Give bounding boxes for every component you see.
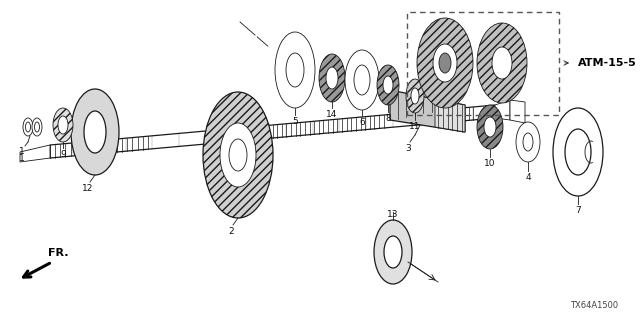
- Ellipse shape: [32, 118, 42, 136]
- Ellipse shape: [439, 53, 451, 73]
- Polygon shape: [435, 100, 465, 132]
- Ellipse shape: [523, 133, 533, 151]
- Ellipse shape: [220, 123, 256, 187]
- Text: 13: 13: [387, 210, 399, 219]
- Ellipse shape: [71, 89, 119, 175]
- Ellipse shape: [58, 116, 68, 134]
- Text: 10: 10: [484, 159, 496, 168]
- Ellipse shape: [516, 122, 540, 162]
- Ellipse shape: [354, 65, 370, 95]
- Polygon shape: [495, 100, 510, 120]
- Ellipse shape: [326, 67, 338, 89]
- Text: 5: 5: [292, 117, 298, 126]
- Ellipse shape: [53, 108, 73, 142]
- Ellipse shape: [26, 122, 31, 132]
- Text: 11: 11: [409, 122, 420, 131]
- Text: 12: 12: [83, 184, 93, 193]
- Ellipse shape: [553, 108, 603, 196]
- Polygon shape: [50, 105, 495, 158]
- Text: 7: 7: [575, 206, 581, 215]
- Text: 2: 2: [228, 227, 234, 236]
- Ellipse shape: [319, 54, 345, 102]
- Ellipse shape: [383, 76, 393, 94]
- Ellipse shape: [484, 117, 496, 137]
- Ellipse shape: [411, 88, 419, 104]
- Text: TX64A1500: TX64A1500: [570, 301, 618, 310]
- Polygon shape: [20, 145, 50, 162]
- Text: FR.: FR.: [48, 248, 68, 258]
- Text: 6: 6: [359, 118, 365, 127]
- Ellipse shape: [477, 105, 503, 149]
- Text: 4: 4: [525, 173, 531, 182]
- Ellipse shape: [286, 53, 304, 87]
- Text: 9: 9: [60, 150, 66, 159]
- Text: 14: 14: [326, 110, 338, 119]
- Ellipse shape: [203, 92, 273, 218]
- Polygon shape: [390, 90, 465, 132]
- Ellipse shape: [345, 50, 379, 110]
- Ellipse shape: [565, 129, 591, 175]
- Polygon shape: [510, 100, 525, 123]
- Ellipse shape: [417, 18, 473, 108]
- Ellipse shape: [492, 47, 512, 79]
- Text: 1: 1: [19, 147, 25, 156]
- Ellipse shape: [275, 32, 315, 108]
- Text: 8: 8: [385, 114, 391, 123]
- Ellipse shape: [374, 220, 412, 284]
- Ellipse shape: [477, 23, 527, 103]
- Ellipse shape: [35, 122, 40, 132]
- Text: ATM-15-5: ATM-15-5: [578, 58, 637, 68]
- Ellipse shape: [377, 65, 399, 105]
- Ellipse shape: [84, 111, 106, 153]
- Ellipse shape: [384, 236, 402, 268]
- Ellipse shape: [23, 118, 33, 136]
- Text: 3: 3: [405, 144, 411, 153]
- Ellipse shape: [406, 79, 424, 113]
- Text: 1: 1: [19, 154, 25, 163]
- Ellipse shape: [229, 139, 247, 171]
- Ellipse shape: [433, 44, 457, 82]
